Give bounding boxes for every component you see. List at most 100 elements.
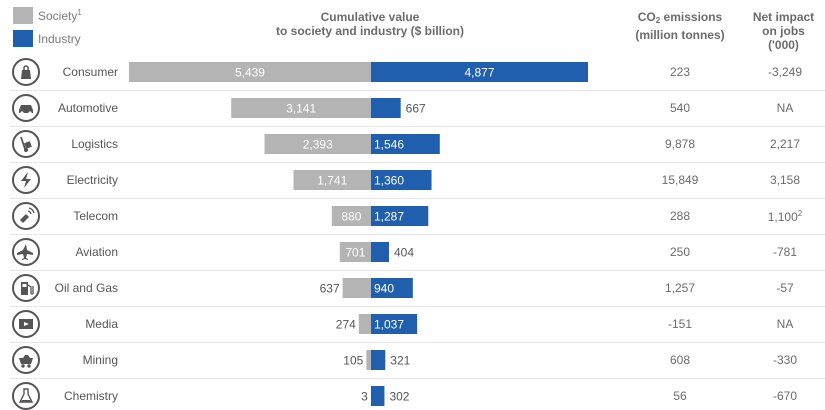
value-label-society-logistics: 2,393 — [303, 138, 333, 152]
jobs-number: -781 — [772, 245, 798, 259]
jobs-number: 1,100 — [767, 210, 798, 224]
jobs-value-chemistry: -670 — [745, 389, 825, 403]
row-separator — [10, 162, 825, 163]
category-label-logistics: Logistics — [71, 137, 118, 151]
co2-value-telecom: 288 — [669, 209, 691, 223]
bar-society-aviation — [339, 242, 371, 262]
bar-society-media — [358, 314, 371, 334]
jobs-value-aviation: -781 — [745, 245, 825, 259]
bar-industry-aviation — [371, 242, 389, 262]
bar-industry-mining — [371, 350, 386, 370]
jobs-value-mining: -330 — [745, 353, 825, 367]
co2-value-chemistry: 56 — [673, 389, 687, 403]
bar-industry-oil-and-gas — [371, 278, 413, 298]
bar-industry-consumer — [371, 62, 589, 82]
co2-column-header: CO2 emissions (million tonnes) — [615, 10, 745, 42]
category-label-mining: Mining — [82, 353, 118, 367]
legend-label-society: Society1 — [38, 8, 82, 23]
co2-value-media: -151 — [667, 317, 693, 331]
category-label-chemistry: Chemistry — [63, 389, 118, 403]
bar-industry-logistics — [371, 134, 440, 154]
flask-icon — [12, 382, 40, 410]
jobs-value-media: NA — [745, 317, 825, 331]
bar-industry-telecom — [371, 206, 429, 226]
jobs-number: 3,158 — [769, 173, 801, 187]
bar-society-automotive — [231, 98, 371, 118]
row-separator — [10, 342, 825, 343]
bar-industry-media — [371, 314, 418, 334]
category-label-oil-and-gas: Oil and Gas — [54, 281, 118, 295]
jobs-header-line1: Net impact — [752, 10, 815, 24]
jobs-column-header: Net impact on jobs ('000) — [742, 10, 825, 52]
row-separator — [10, 234, 825, 235]
bar-industry-automotive — [371, 98, 401, 118]
co2-value-logistics: 9,878 — [664, 137, 696, 151]
value-label-society-aviation: 701 — [345, 246, 365, 260]
jobs-value-electricity: 3,158 — [745, 173, 825, 187]
value-label-industry-telecom: 1,287 — [374, 210, 404, 224]
jobs-value-oil-and-gas: -57 — [745, 281, 825, 295]
co2-value-aviation: 250 — [669, 245, 691, 259]
value-label-industry-media: 1,037 — [374, 318, 404, 332]
legend-swatch-society — [13, 7, 33, 24]
jobs-header-line3: ('000) — [768, 38, 799, 52]
value-column-header: Cumulative value to society and industry… — [200, 10, 540, 38]
jobs-value-automotive: NA — [745, 101, 825, 115]
fuel-pump-icon — [12, 274, 40, 302]
bar-industry-chemistry — [371, 386, 385, 406]
row-separator — [10, 378, 825, 379]
bar-society-consumer — [128, 62, 371, 82]
value-header-line1: Cumulative value — [320, 10, 420, 24]
shopping-bag-icon — [12, 58, 40, 86]
jobs-value-telecom: 1,1002 — [745, 209, 825, 224]
value-label-society-mining: 105 — [343, 354, 363, 368]
category-label-consumer: Consumer — [62, 65, 118, 79]
co2-value-oil-and-gas: 1,257 — [664, 281, 696, 295]
bar-society-mining — [366, 350, 371, 370]
legend: Society1 Industry — [13, 7, 82, 53]
jobs-number: 2,217 — [769, 137, 801, 151]
jobs-header-line2: on jobs — [762, 24, 805, 38]
value-header-line2: to society and industry ($ billion) — [275, 24, 464, 38]
jobs-value-consumer: -3,249 — [745, 65, 825, 79]
film-icon — [12, 310, 40, 338]
value-label-industry-electricity: 1,360 — [374, 174, 404, 188]
bar-society-electricity — [293, 170, 371, 190]
value-label-society-media: 274 — [336, 318, 356, 332]
legend-item-society: Society1 — [13, 7, 82, 24]
row-separator — [10, 306, 825, 307]
legend-swatch-industry — [13, 30, 33, 47]
jobs-value-logistics: 2,217 — [745, 137, 825, 151]
value-label-society-consumer: 5,439 — [235, 66, 265, 80]
bar-industry-electricity — [371, 170, 432, 190]
category-label-telecom: Telecom — [73, 209, 118, 223]
co2-value-automotive: 540 — [669, 101, 691, 115]
value-label-society-automotive: 3,141 — [286, 102, 316, 116]
hand-truck-icon — [12, 130, 40, 158]
jobs-number: -330 — [772, 353, 798, 367]
jobs-number: -57 — [776, 281, 794, 295]
value-label-industry-aviation: 404 — [394, 246, 414, 260]
co2-value-consumer: 223 — [669, 65, 691, 79]
category-label-media: Media — [85, 317, 118, 331]
satellite-icon — [12, 202, 40, 230]
lightning-icon — [12, 166, 40, 194]
airplane-icon — [12, 238, 40, 266]
row-separator — [10, 270, 825, 271]
category-label-automotive: Automotive — [57, 101, 118, 115]
legend-label-industry: Industry — [38, 31, 81, 46]
jobs-number: -3,249 — [767, 65, 803, 79]
value-label-society-oil-and-gas: 637 — [320, 282, 340, 296]
row-separator — [10, 90, 825, 91]
legend-item-industry: Industry — [13, 30, 82, 47]
value-label-industry-logistics: 1,546 — [374, 138, 404, 152]
value-label-industry-chemistry: 302 — [389, 390, 409, 404]
category-label-electricity: Electricity — [66, 173, 118, 187]
row-separator — [10, 126, 825, 127]
value-label-society-chemistry: 3 — [361, 390, 368, 404]
jobs-number: -670 — [772, 389, 798, 403]
bar-society-logistics — [264, 134, 371, 154]
bar-society-telecom — [331, 206, 371, 226]
